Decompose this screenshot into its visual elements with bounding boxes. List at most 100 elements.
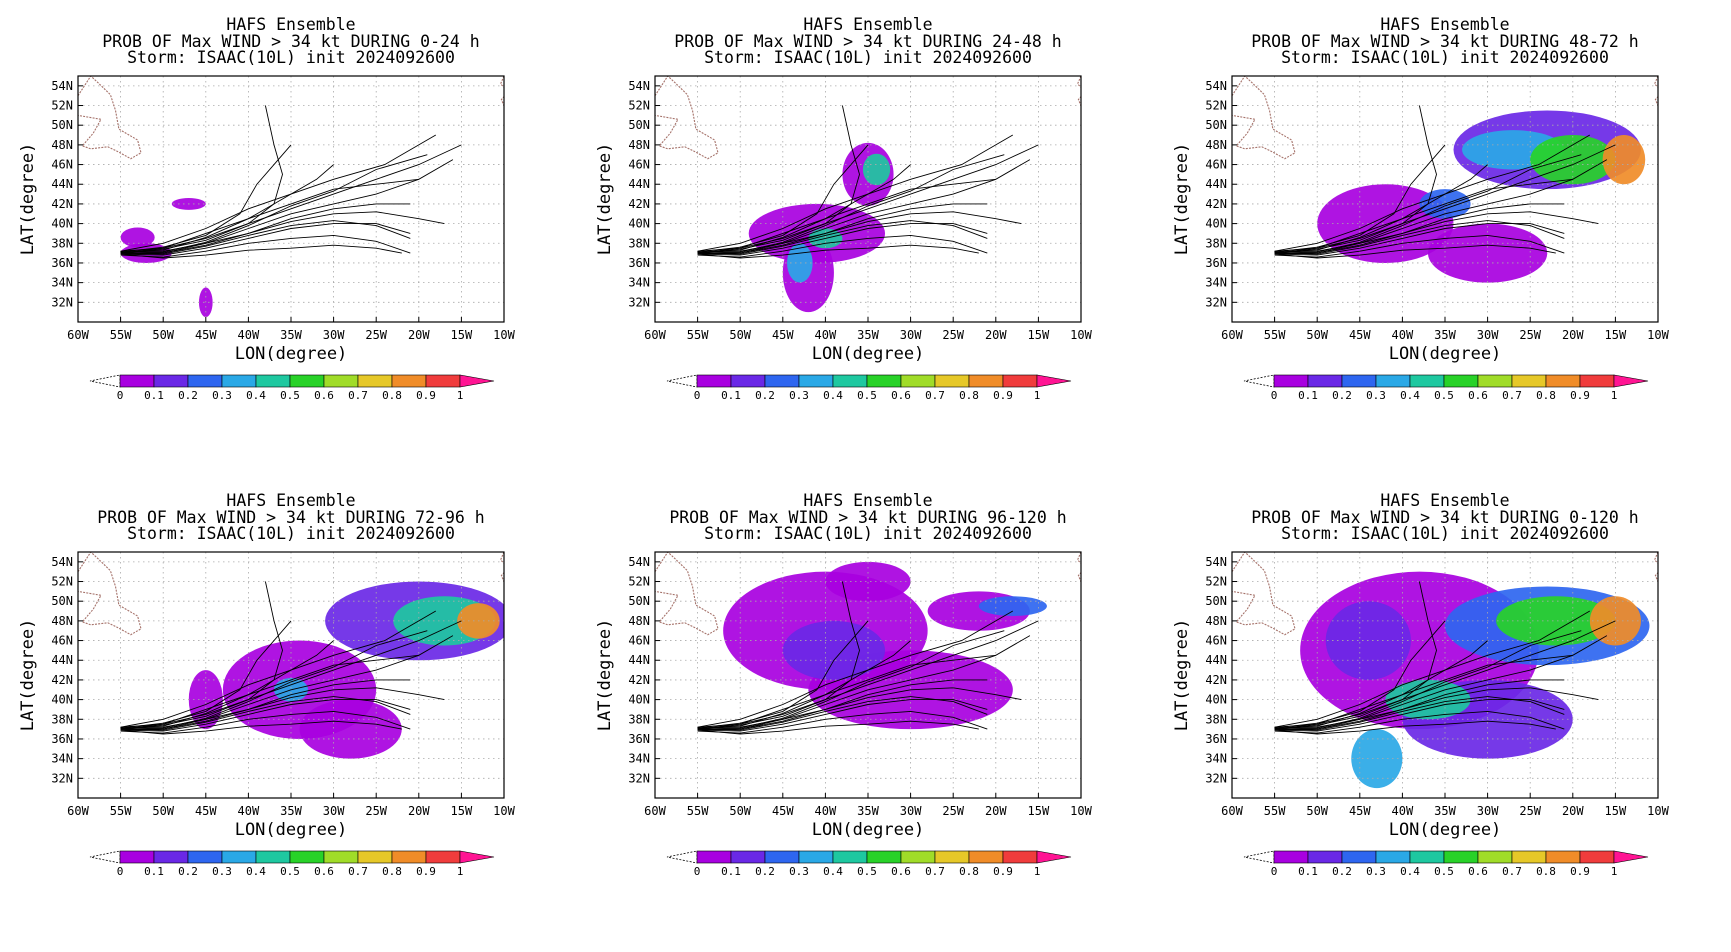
colorbar-label: 0.3 [789, 865, 809, 878]
colorbar-bin [391, 374, 427, 388]
colorbar-label: 0.3 [1366, 389, 1386, 402]
ensemble-track [120, 144, 462, 252]
lon-tick-label: 15W [1605, 804, 1627, 818]
y-axis-label: LAT(degree) [595, 619, 615, 732]
lat-tick-label: 50N [1205, 118, 1227, 132]
colorbar-bin [1375, 374, 1411, 388]
colorbar-label: 0.4 [823, 389, 843, 402]
colorbar-bin [187, 850, 223, 864]
lon-tick-label: 55W [110, 804, 132, 818]
probability-area [1427, 223, 1548, 283]
ensemble-track [120, 154, 428, 254]
lat-tick-label: 42N [51, 673, 73, 687]
probability-area [1602, 135, 1646, 185]
y-axis-label: LAT(degree) [18, 619, 38, 732]
lat-tick-label: 52N [51, 575, 73, 589]
lon-tick-label: 45W [1349, 328, 1371, 342]
colorbar-bin [866, 374, 902, 388]
lat-tick-label: 52N [1205, 575, 1227, 589]
colorbar-label: 0.8 [1536, 389, 1556, 402]
ensemble-track [120, 630, 428, 730]
lon-tick-label: 15W [1605, 328, 1627, 342]
lon-tick-label: 55W [687, 804, 709, 818]
x-axis-label: LON(degree) [235, 344, 348, 364]
colorbar-under-arrow [89, 374, 121, 388]
ensemble-track [120, 720, 402, 735]
colorbar-label: 0.2 [178, 865, 198, 878]
lon-tick-label: 60W [67, 804, 89, 818]
lat-tick-label: 42N [628, 197, 650, 211]
colorbar-bin [1002, 850, 1038, 864]
probability-area [862, 153, 891, 186]
colorbar-under-arrow [1243, 374, 1275, 388]
colorbar-bin [1002, 374, 1038, 388]
colorbar-label: 1 [1611, 389, 1618, 402]
ensemble-track [697, 220, 988, 255]
colorbar-over-arrow [1036, 850, 1072, 864]
colorbar-bin [832, 850, 868, 864]
y-axis-label: LAT(degree) [18, 143, 38, 256]
colorbar-label: 1 [457, 389, 464, 402]
colorbar-label: 0.5 [857, 389, 877, 402]
map-panel-96-120h: HAFS Ensemble PROB OF Max WIND > 34 kt DU… [577, 476, 1154, 952]
panel-storm-label: Storm: ISAAC(10L) init 2024092600 [127, 48, 455, 67]
colorbar-bin [1307, 850, 1343, 864]
lon-tick-label: 40W [1392, 804, 1414, 818]
lon-tick-label: 25W [942, 804, 964, 818]
coastline [78, 76, 142, 160]
panel-subtitle: PROB OF Max WIND > 34 kt DURING 24-48 h [674, 32, 1061, 51]
colorbar-bin [255, 850, 291, 864]
colorbar-over-arrow [1613, 850, 1649, 864]
colorbar-label: 0.5 [1434, 389, 1454, 402]
ensemble-track [697, 164, 911, 253]
panel-subtitle: PROB OF Max WIND > 34 kt DURING 96-120 h [669, 508, 1066, 527]
lat-tick-label: 40N [51, 217, 73, 231]
lon-tick-label: 20W [408, 804, 430, 818]
colorbar-bin [1273, 850, 1309, 864]
colorbar-label: 1 [457, 865, 464, 878]
colorbar-bin [221, 850, 257, 864]
ensemble-track [120, 620, 292, 729]
ensemble-track [697, 144, 1039, 252]
coastline [1653, 552, 1658, 597]
lon-tick-label: 15W [1028, 804, 1050, 818]
y-axis-label: LAT(degree) [1172, 143, 1192, 256]
colorbar-label: 0 [1271, 389, 1278, 402]
lat-tick-label: 44N [1205, 177, 1227, 191]
ensemble-track [697, 620, 869, 729]
ensemble-track [120, 223, 411, 256]
colorbar-bin [289, 374, 325, 388]
ensemble-track [120, 178, 419, 254]
colorbar-bin [1443, 374, 1479, 388]
colorbar-label: 0.9 [993, 389, 1013, 402]
lat-tick-label: 34N [628, 276, 650, 290]
lat-tick-label: 54N [1205, 79, 1227, 93]
lon-tick-label: 60W [1221, 804, 1243, 818]
coastline [499, 552, 504, 597]
ensemble-track [1274, 620, 1616, 728]
colorbar-bin [255, 374, 291, 388]
lat-tick-label: 46N [51, 158, 73, 172]
colorbar-bin [1341, 374, 1377, 388]
ensemble-track [1274, 223, 1565, 256]
probability-area [1351, 729, 1403, 789]
coastline [1653, 76, 1658, 121]
colorbar-label: 0.3 [212, 389, 232, 402]
colorbar-bin [730, 374, 766, 388]
colorbar-bin [696, 374, 732, 388]
ensemble-track [697, 223, 988, 256]
probability-area [978, 596, 1047, 616]
colorbar-label: 0.4 [246, 865, 266, 878]
lon-tick-label: 30W [323, 804, 345, 818]
lat-tick-label: 32N [628, 295, 650, 309]
lon-tick-label: 15W [1028, 328, 1050, 342]
colorbar-over-arrow [1613, 374, 1649, 388]
lon-tick-label: 10W [1647, 804, 1669, 818]
colorbar-bin [1579, 374, 1615, 388]
probability-area [1589, 596, 1641, 646]
colorbar: 0 0.1 0.2 0.3 0.4 0.5 0.6 0.7 0.8 0.9 1 [89, 374, 495, 402]
colorbar-bin [1443, 850, 1479, 864]
ensemble-track [697, 134, 1014, 252]
lon-tick-label: 35W [280, 328, 302, 342]
